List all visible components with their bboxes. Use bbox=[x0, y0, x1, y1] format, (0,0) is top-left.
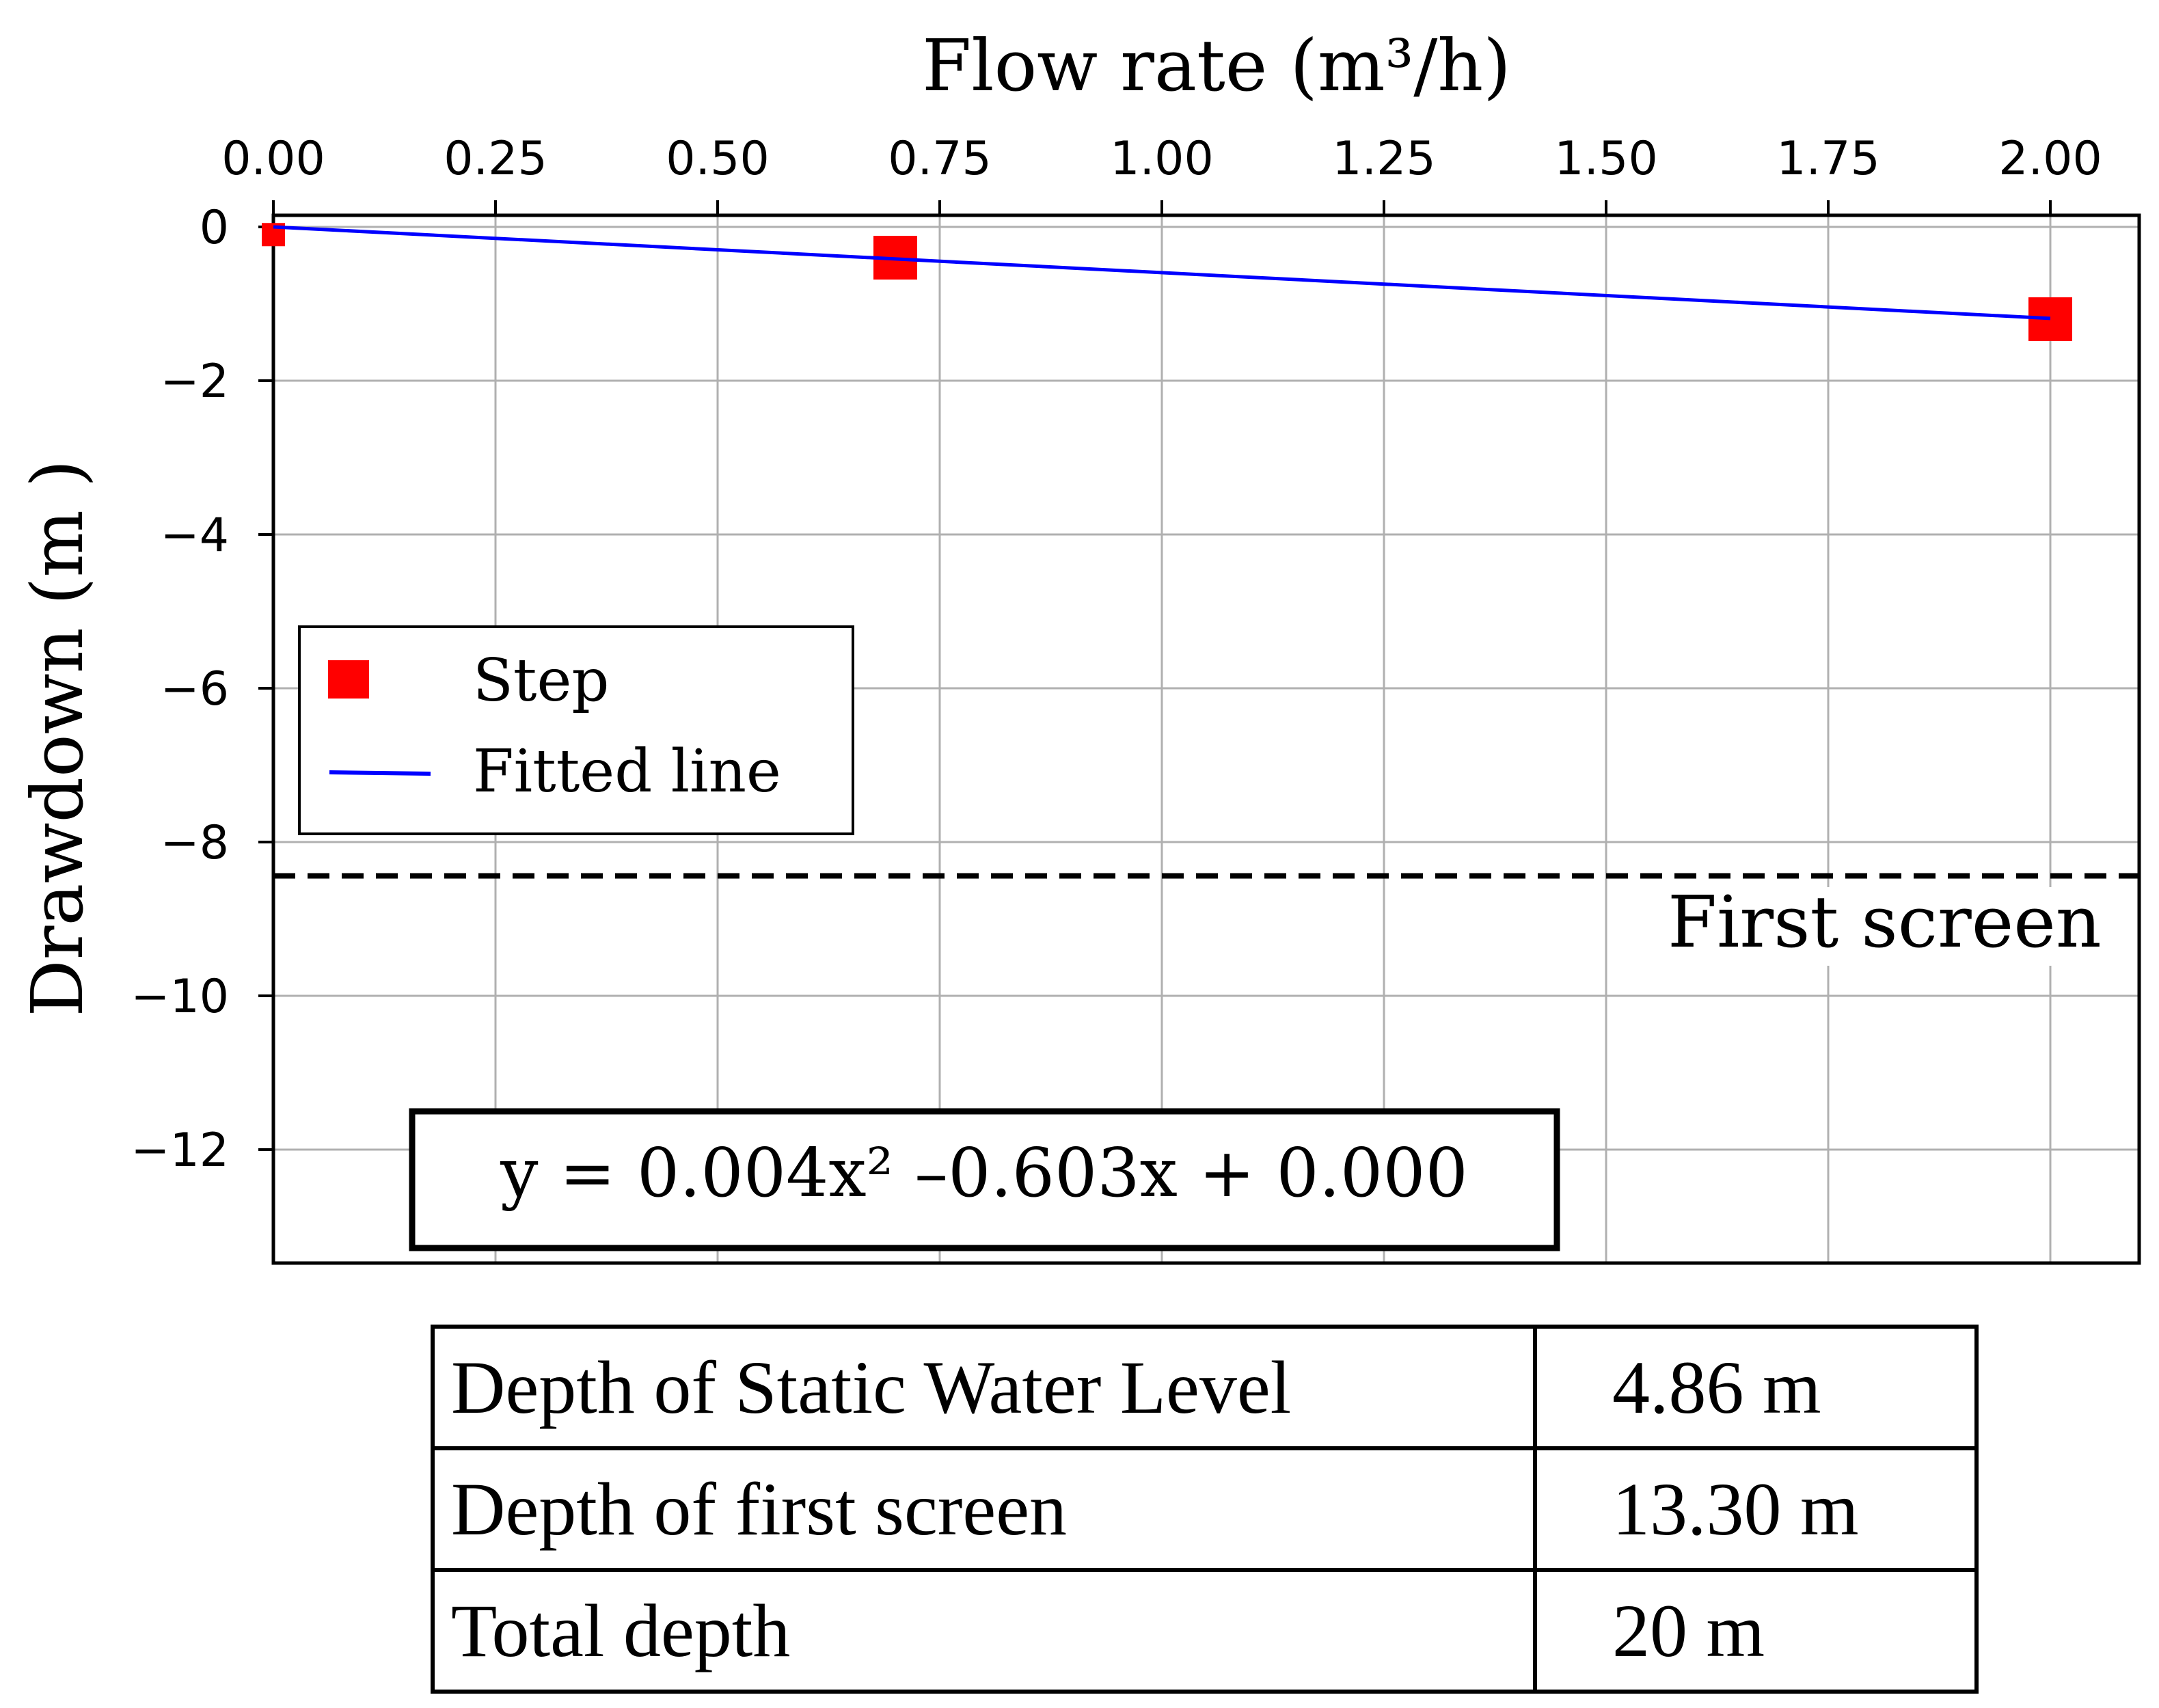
equation-box bbox=[409, 1108, 1560, 1251]
row-value: 20 m bbox=[1533, 1568, 1979, 1694]
x-axis-label: Flow rate (m³/h) bbox=[922, 24, 1511, 107]
x-tick-label: 1.00 bbox=[1110, 132, 1213, 186]
first-screen-label-bg bbox=[1651, 887, 2129, 966]
table-row: Total depth 20 m bbox=[431, 1568, 1979, 1694]
x-tick-label: 1.25 bbox=[1332, 132, 1435, 186]
data-series bbox=[262, 223, 2072, 341]
plot-frame bbox=[271, 213, 2141, 1265]
fitted-line bbox=[273, 225, 2051, 321]
x-tick-label: 1.50 bbox=[1554, 132, 1657, 186]
legend: Step Fitted line bbox=[298, 625, 854, 835]
row-label: Depth of first screen bbox=[431, 1446, 1537, 1572]
x-tick-label: 0.75 bbox=[888, 132, 991, 186]
y-tick-label: −12 bbox=[131, 1124, 229, 1178]
legend-fitted-line-label: Fitted line bbox=[473, 737, 781, 806]
x-tick-label: 0.25 bbox=[444, 132, 547, 186]
table-row: Depth of Static Water Level 4.86 m bbox=[431, 1325, 1979, 1450]
legend-box bbox=[298, 625, 854, 835]
y-tick-label: −10 bbox=[131, 970, 229, 1024]
row-label: Total depth bbox=[431, 1568, 1537, 1694]
axis-ticks: 0.00 0.25 0.50 0.75 1.00 1.25 1.50 1.75 2.00 0 −2 −… bbox=[131, 132, 2102, 1178]
x-tick-label: 1.75 bbox=[1776, 132, 1879, 186]
y-tick-label: −8 bbox=[161, 816, 229, 870]
legend-fitted-line-swatch bbox=[329, 770, 431, 776]
x-tick-label: 2.00 bbox=[1998, 132, 2102, 186]
y-axis-label: Drawdown (m ) bbox=[16, 459, 99, 1016]
x-tick-label: 0.50 bbox=[666, 132, 769, 186]
table-row: Depth of first screen 13.30 m bbox=[431, 1446, 1979, 1572]
y-tick-label: 0 bbox=[200, 201, 229, 255]
y-tick-label: −2 bbox=[161, 355, 229, 409]
row-value: 13.30 m bbox=[1533, 1446, 1979, 1572]
well-info-table: Depth of Static Water Level 4.86 m Depth… bbox=[431, 1325, 1979, 1694]
grid-lines bbox=[272, 215, 2139, 1263]
row-value: 4.86 m bbox=[1533, 1325, 1979, 1450]
y-tick-label: −6 bbox=[161, 662, 229, 716]
row-label: Depth of Static Water Level bbox=[431, 1325, 1537, 1450]
y-tick-label: −4 bbox=[161, 509, 229, 562]
first-screen-label: First screen bbox=[1668, 880, 2102, 964]
equation-text: y = 0.004x² –0.603x + 0.000 bbox=[500, 1135, 1468, 1212]
legend-step-marker bbox=[328, 660, 369, 699]
legend-step-label: Step bbox=[473, 647, 609, 715]
x-tick-label: 0.00 bbox=[221, 132, 325, 186]
